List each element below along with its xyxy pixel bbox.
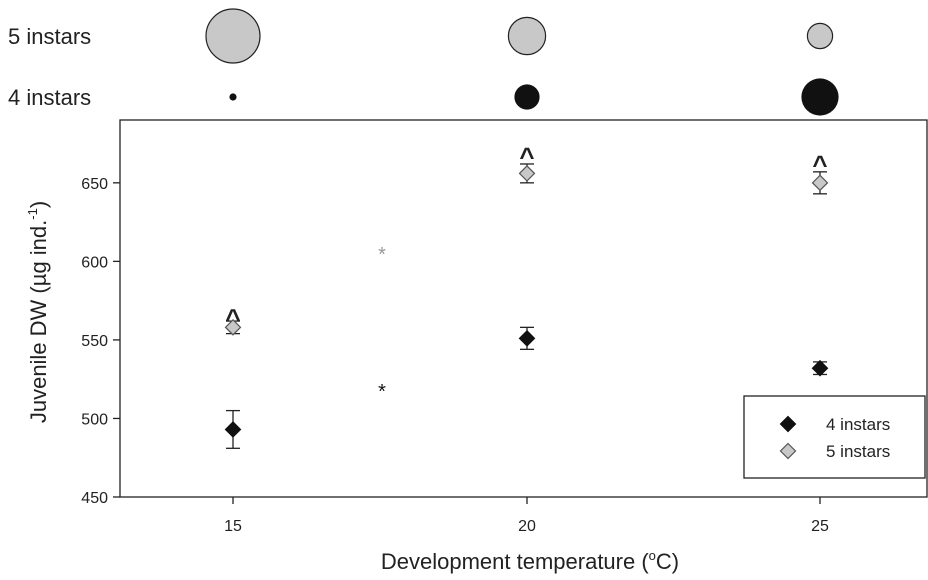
legend-label: 5 instars [826, 442, 890, 461]
point-4-instars [518, 329, 536, 347]
legend: 4 instars 5 instars [743, 395, 926, 479]
legend-label: 4 instars [826, 415, 890, 434]
significance-asterisk: * [378, 381, 386, 403]
proportion-circle [806, 22, 834, 50]
point-5-instars [518, 165, 536, 182]
point-5-instars [224, 319, 242, 336]
x-axis-label: Development temperature (oC) [381, 548, 679, 574]
y-tick-label: 650 [81, 176, 108, 193]
proportion-row-label: 4 instars [8, 85, 91, 110]
data-marks: ^ ^ ^ * * [224, 141, 829, 449]
proportion-circle [514, 84, 540, 110]
legend-marker [779, 415, 797, 433]
x-tick-label: 25 [811, 518, 829, 535]
y-tick-label: 450 [81, 490, 108, 507]
legend-box [743, 395, 926, 479]
x-tick-label: 15 [224, 518, 242, 535]
proportion-circle [801, 78, 839, 116]
y-axis-label-exponent: -1 [25, 208, 40, 220]
plot-axes: 450 500 550 600 650 15 20 25 [81, 119, 928, 535]
y-tick-label: 600 [81, 254, 108, 271]
significance-caret: ^ [225, 303, 240, 333]
significance-caret: ^ [519, 141, 534, 171]
proportion-circle [229, 93, 237, 101]
point-4-instars [811, 359, 829, 377]
legend-marker [779, 442, 797, 460]
significance-asterisk: * [378, 244, 386, 266]
y-axis-label: Juvenile DW (µg ind.-1) [25, 201, 51, 423]
instar-proportion-panel: 5 instars 4 instars [8, 8, 839, 116]
x-axis-label-degree: o [649, 548, 656, 563]
y-tick-label: 500 [81, 411, 108, 428]
significance-caret: ^ [812, 149, 827, 179]
proportion-circle [507, 16, 547, 56]
x-tick-label: 20 [518, 518, 536, 535]
y-tick-label: 550 [81, 333, 108, 350]
proportion-circle [205, 8, 261, 64]
proportion-row-label: 5 instars [8, 24, 91, 49]
point-5-instars [811, 174, 829, 192]
point-4-instars [224, 421, 242, 438]
plot-frame [119, 119, 928, 498]
